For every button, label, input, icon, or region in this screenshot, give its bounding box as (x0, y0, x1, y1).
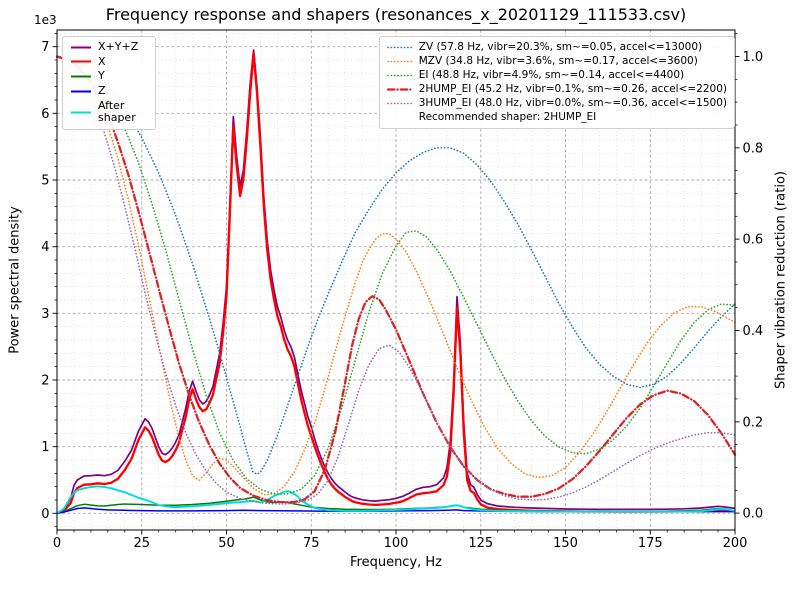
tick-label: 125 (468, 536, 493, 551)
legend-line-sample (386, 46, 413, 48)
legend-item: X (70, 54, 148, 69)
y-axis-label-right: Shaper vibration reduction (ratio) (773, 171, 789, 389)
legend-line-sample (71, 46, 91, 49)
tick-label: 4 (41, 240, 49, 255)
axis-tick-labels: 0 25 50 75 100 125 150 175 200 0 1 2 3 4 5 6 7 0.0 0.2 0.4 0… (41, 40, 763, 551)
legend-line-sample (71, 75, 91, 78)
legend-item-label: Y (98, 69, 105, 83)
legend-item: Z (70, 83, 148, 98)
tick-label: 0.4 (743, 324, 764, 339)
tick-label: 5 (41, 174, 49, 189)
tick-label: 0 (53, 536, 61, 551)
legend-line-sample (71, 61, 91, 63)
tick-label: 175 (638, 536, 663, 551)
legend-item: Y (70, 70, 148, 83)
legend-footer: Recommended shaper: 2HUMP_EI (418, 111, 597, 124)
legend-item-label: X (98, 54, 106, 68)
legend-line-sample (71, 90, 91, 93)
legend-item-label: Z (98, 83, 106, 97)
curve-MZV (56, 55, 736, 496)
legend-item: 2HUMP_EI (45.2 Hz, vibr=0.1%, sm~=0.26, … (386, 83, 727, 96)
legend-item-label: EI (48.8 Hz, vibr=4.9%, sm~=0.14, accel<… (418, 69, 685, 82)
tick-label: 7 (41, 40, 49, 55)
legend-item: MZV (34.8 Hz, vibr=3.6%, sm~=0.17, accel… (386, 55, 727, 68)
tick-label: 0.6 (743, 233, 764, 248)
legend-line-sample (71, 111, 91, 114)
shaper-curves (55, 55, 737, 505)
grid-minor (57, 30, 735, 530)
tick-label: 1.0 (743, 50, 764, 65)
legend-item: EI (48.8 Hz, vibr=4.9%, sm~=0.14, accel<… (386, 69, 727, 82)
tick-label: 0 (41, 507, 49, 522)
legend-line-sample (386, 74, 413, 76)
tick-label: 100 (384, 536, 409, 551)
psd-curves (56, 49, 736, 515)
axis-ticks (52, 32, 740, 535)
legend-item-label: 3HUMP_EI (48.0 Hz, vibr=0.0%, sm~=0.36, … (418, 97, 727, 110)
curve-2HUMP_EI (55, 55, 737, 504)
tick-label: 150 (553, 536, 578, 551)
tick-label: 2 (41, 374, 49, 389)
tick-label: 200 (723, 536, 748, 551)
legend-item-label: X+Y+Z (98, 40, 139, 53)
chart-title: Frequency response and shapers (resonanc… (105, 5, 687, 24)
curve-After-shaper (56, 485, 736, 515)
legend-item: ZV (57.8 Hz, vibr=20.3%, sm~=0.05, accel… (386, 41, 727, 53)
legend-item-label: 2HUMP_EI (45.2 Hz, vibr=0.1%, sm~=0.26, … (418, 83, 727, 96)
curve-EI (56, 55, 736, 495)
curve-X+Y+Z (56, 49, 736, 515)
tick-label: 0.8 (743, 141, 764, 156)
tick-label: 25 (134, 536, 151, 551)
tick-label: 75 (303, 536, 320, 551)
legend-shapers: ZV (57.8 Hz, vibr=20.3%, sm~=0.05, accel… (378, 36, 735, 129)
x-axis-label: Frequency, Hz (349, 555, 443, 570)
tick-label: 0.2 (743, 415, 764, 430)
tick-label: 3 (41, 307, 49, 322)
legend-item-label: ZV (57.8 Hz, vibr=20.3%, sm~=0.05, accel… (418, 41, 703, 53)
legend-item: X+Y+Z (70, 40, 148, 54)
y-axis-label-left: Power spectral density (7, 206, 23, 354)
legend-line-sample (386, 60, 413, 62)
tick-label: 50 (218, 536, 235, 551)
tick-label: 6 (41, 107, 49, 122)
curve-ZV (56, 55, 736, 476)
legend-item: After shaper (70, 98, 148, 125)
legend-item-label: MZV (34.8 Hz, vibr=3.6%, sm~=0.17, accel… (418, 55, 698, 68)
legend-psd: X+Y+Z X Y Z After shaper (62, 36, 156, 130)
y-axis-offset-text: 1e3 (34, 13, 57, 27)
tick-label: 0.0 (743, 507, 764, 522)
legend-item-label: After shaper (98, 98, 136, 125)
legend-line-sample (386, 88, 413, 91)
legend-line-sample (386, 102, 413, 105)
curve-X (56, 52, 736, 515)
legend-item: 3HUMP_EI (48.0 Hz, vibr=0.0%, sm~=0.36, … (386, 97, 727, 110)
curve-3HUMP_EI (56, 55, 736, 505)
tick-label: 1 (41, 440, 49, 455)
